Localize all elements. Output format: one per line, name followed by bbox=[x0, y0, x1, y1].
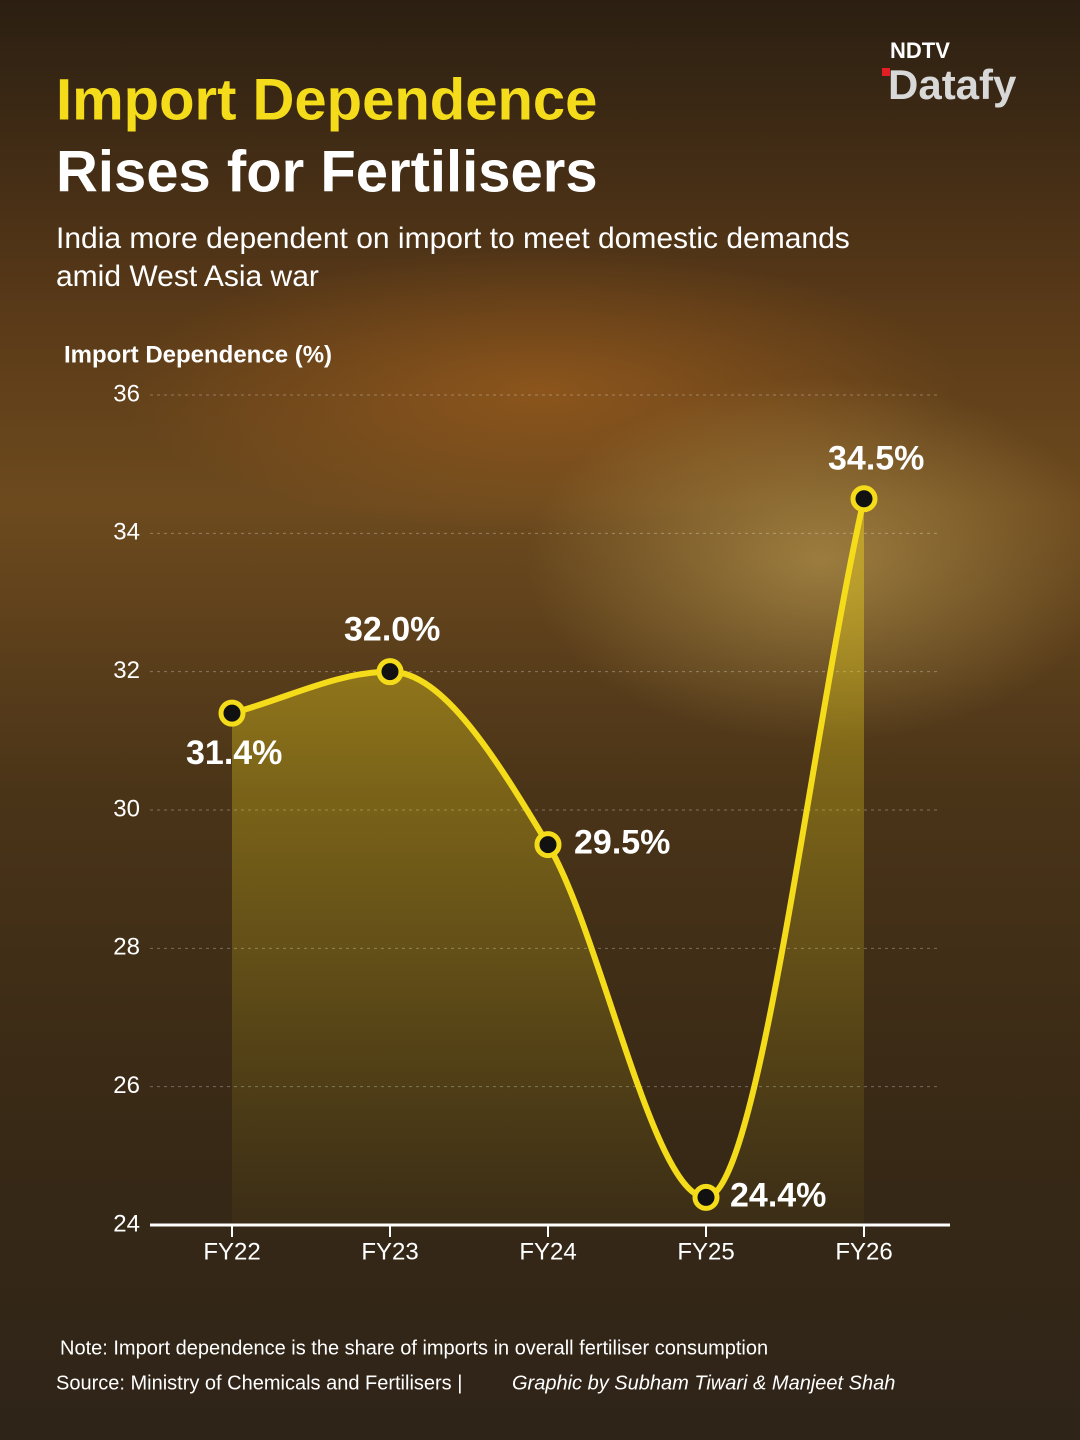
point bbox=[376, 658, 404, 686]
area bbox=[232, 498, 864, 1225]
title-line2: Rises for Fertilisers bbox=[56, 139, 598, 204]
brand-top: NDTV bbox=[890, 38, 950, 63]
value-label: 34.5% bbox=[828, 440, 924, 478]
x-tick-label: FY25 bbox=[677, 1238, 734, 1265]
footer-credit: Graphic by Subham Tiwari & Manjeet Shah bbox=[512, 1372, 895, 1394]
y-tick-label: 28 bbox=[113, 934, 140, 961]
y-axis-label: Import Dependence (%) bbox=[64, 341, 332, 368]
brand-name: Datafy bbox=[888, 61, 1017, 108]
value-label: 32.0% bbox=[344, 611, 440, 649]
footer-source: Source: Ministry of Chemicals and Fertil… bbox=[56, 1372, 462, 1394]
y-tick-label: 32 bbox=[113, 657, 140, 684]
value-label: 31.4% bbox=[186, 734, 282, 772]
subtitle: India more dependent on import to meet d… bbox=[56, 222, 850, 293]
x-tick-label: FY23 bbox=[361, 1238, 418, 1265]
subtitle-box: India more dependent on import to meet d… bbox=[56, 222, 850, 293]
y-tick-label: 30 bbox=[113, 795, 140, 822]
value-label: 24.4% bbox=[730, 1176, 826, 1214]
y-tick-label: 26 bbox=[113, 1072, 140, 1099]
brand-dot bbox=[882, 68, 890, 76]
y-tick-label: 34 bbox=[113, 519, 140, 546]
footer-note: Note: Import dependence is the share of … bbox=[60, 1337, 768, 1359]
y-tick-label: 24 bbox=[113, 1210, 140, 1237]
point bbox=[534, 831, 562, 859]
y-tick-label: 36 bbox=[113, 380, 140, 407]
value-label: 29.5% bbox=[574, 824, 670, 862]
x-tick-label: FY22 bbox=[203, 1238, 260, 1265]
point bbox=[850, 485, 878, 513]
title-line1: Import Dependence bbox=[56, 67, 597, 132]
point bbox=[218, 699, 246, 727]
x-tick-label: FY24 bbox=[519, 1238, 576, 1265]
point bbox=[692, 1183, 720, 1211]
x-tick-label: FY26 bbox=[835, 1238, 892, 1265]
